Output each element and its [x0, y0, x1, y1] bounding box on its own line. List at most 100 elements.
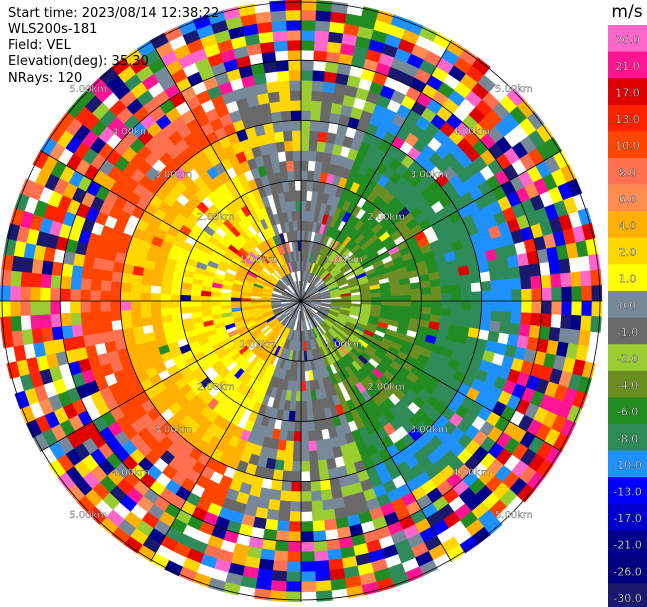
velocity-cell	[300, 581, 317, 593]
velocity-cell	[420, 307, 432, 315]
velocity-cell	[446, 544, 466, 562]
velocity-cell	[469, 272, 481, 284]
velocity-cell	[318, 121, 330, 133]
colorbar-tick-label: -26.0	[613, 565, 641, 578]
velocity-cell	[300, 420, 309, 432]
velocity-cell	[132, 325, 145, 337]
velocity-cell	[90, 278, 102, 291]
velocity-cell	[270, 10, 287, 22]
colorbar-swatch	[608, 51, 647, 79]
velocity-cell	[220, 300, 232, 306]
velocity-cell	[518, 323, 531, 338]
velocity-cell	[490, 310, 502, 323]
velocity-cell	[322, 81, 336, 94]
velocity-cell	[289, 90, 302, 101]
velocity-cell	[578, 330, 591, 347]
velocity-cell	[274, 540, 289, 552]
velocity-cell	[285, 440, 294, 452]
velocity-cell	[521, 300, 533, 314]
velocity-cell	[300, 150, 310, 161]
velocity-cell	[279, 490, 292, 502]
velocity-cell	[120, 300, 131, 311]
velocity-cell	[20, 271, 32, 288]
velocity-cell	[100, 290, 111, 302]
velocity-cell	[541, 287, 553, 302]
velocity-cell	[100, 310, 112, 323]
velocity-cell	[180, 306, 192, 314]
velocity-cell	[210, 296, 222, 302]
velocity-cell	[140, 292, 151, 302]
velocity-cell	[469, 318, 481, 330]
velocity-cell	[286, 160, 295, 172]
colorbar-tick-label: 10.0	[615, 140, 640, 153]
velocity-cell	[120, 291, 131, 302]
velocity-cell	[278, 161, 288, 173]
range-ring-label: 2.00km	[367, 382, 405, 393]
colorbar-tick-label: -21.0	[613, 539, 641, 552]
colorbar-tick-label: -4.0	[617, 379, 638, 392]
colorbar-tick-label: 17.0	[615, 87, 640, 100]
velocity-cell	[470, 309, 482, 321]
range-ring-label: 4.00km	[452, 127, 490, 138]
velocity-cell	[180, 300, 192, 308]
velocity-cell	[293, 160, 302, 171]
velocity-cell	[286, 430, 295, 442]
velocity-cell	[471, 291, 482, 302]
velocity-cell	[508, 266, 521, 280]
velocity-cell	[19, 286, 31, 302]
velocity-cell	[131, 317, 143, 328]
velocity-cell	[311, 90, 324, 102]
velocity-cell	[69, 288, 81, 302]
velocity-cell	[321, 91, 335, 104]
velocity-cell	[130, 309, 142, 320]
velocity-cell	[314, 560, 330, 572]
velocity-cell	[441, 300, 452, 310]
velocity-cell	[120, 309, 132, 321]
velocity-cell	[280, 171, 289, 183]
velocity-cell	[307, 420, 315, 432]
velocity-cell	[530, 312, 542, 327]
range-ring-label: 4.00km	[452, 467, 490, 478]
velocity-cell	[498, 321, 511, 335]
velocity-cell	[288, 69, 302, 81]
velocity-cell	[170, 300, 182, 309]
velocity-cell	[100, 300, 111, 312]
velocity-cell	[321, 498, 335, 511]
velocity-cell	[283, 140, 294, 152]
velocity-cell	[410, 300, 422, 308]
colorbar-tick-label: -1.0	[617, 326, 638, 339]
velocity-cell	[480, 280, 492, 292]
velocity-cell	[19, 178, 36, 197]
velocity-cell	[380, 291, 392, 298]
velocity-cell	[160, 293, 171, 302]
velocity-cell	[591, 284, 603, 302]
colorbar-swatch	[608, 557, 647, 584]
velocity-cell	[283, 450, 294, 462]
velocity-cell	[288, 521, 302, 533]
velocity-cell	[50, 274, 62, 289]
range-ring-label: 3.00km	[410, 425, 448, 436]
velocity-cell	[580, 315, 592, 332]
velocity-cell	[300, 390, 307, 402]
velocity-cell	[287, 420, 295, 432]
velocity-cell	[288, 531, 302, 543]
velocity-cell	[151, 315, 163, 325]
velocity-cell	[269, 590, 287, 602]
velocity-cell	[300, 59, 314, 71]
velocity-cell	[10, 315, 22, 332]
velocity-cell	[271, 570, 288, 582]
velocity-cell	[287, 541, 302, 553]
velocity-cell	[370, 296, 382, 302]
velocity-cell	[13, 344, 27, 362]
velocity-cell	[580, 270, 592, 287]
velocity-cell	[253, 588, 271, 601]
velocity-cell	[269, 101, 282, 113]
velocity-cell	[170, 307, 182, 315]
velocity-cell	[160, 286, 172, 295]
velocity-cell	[9, 285, 21, 302]
velocity-cell	[306, 410, 314, 422]
velocity-cell	[269, 0, 287, 12]
velocity-cell	[297, 240, 302, 252]
velocity-cell	[171, 313, 183, 322]
velocity-cell	[489, 269, 501, 282]
